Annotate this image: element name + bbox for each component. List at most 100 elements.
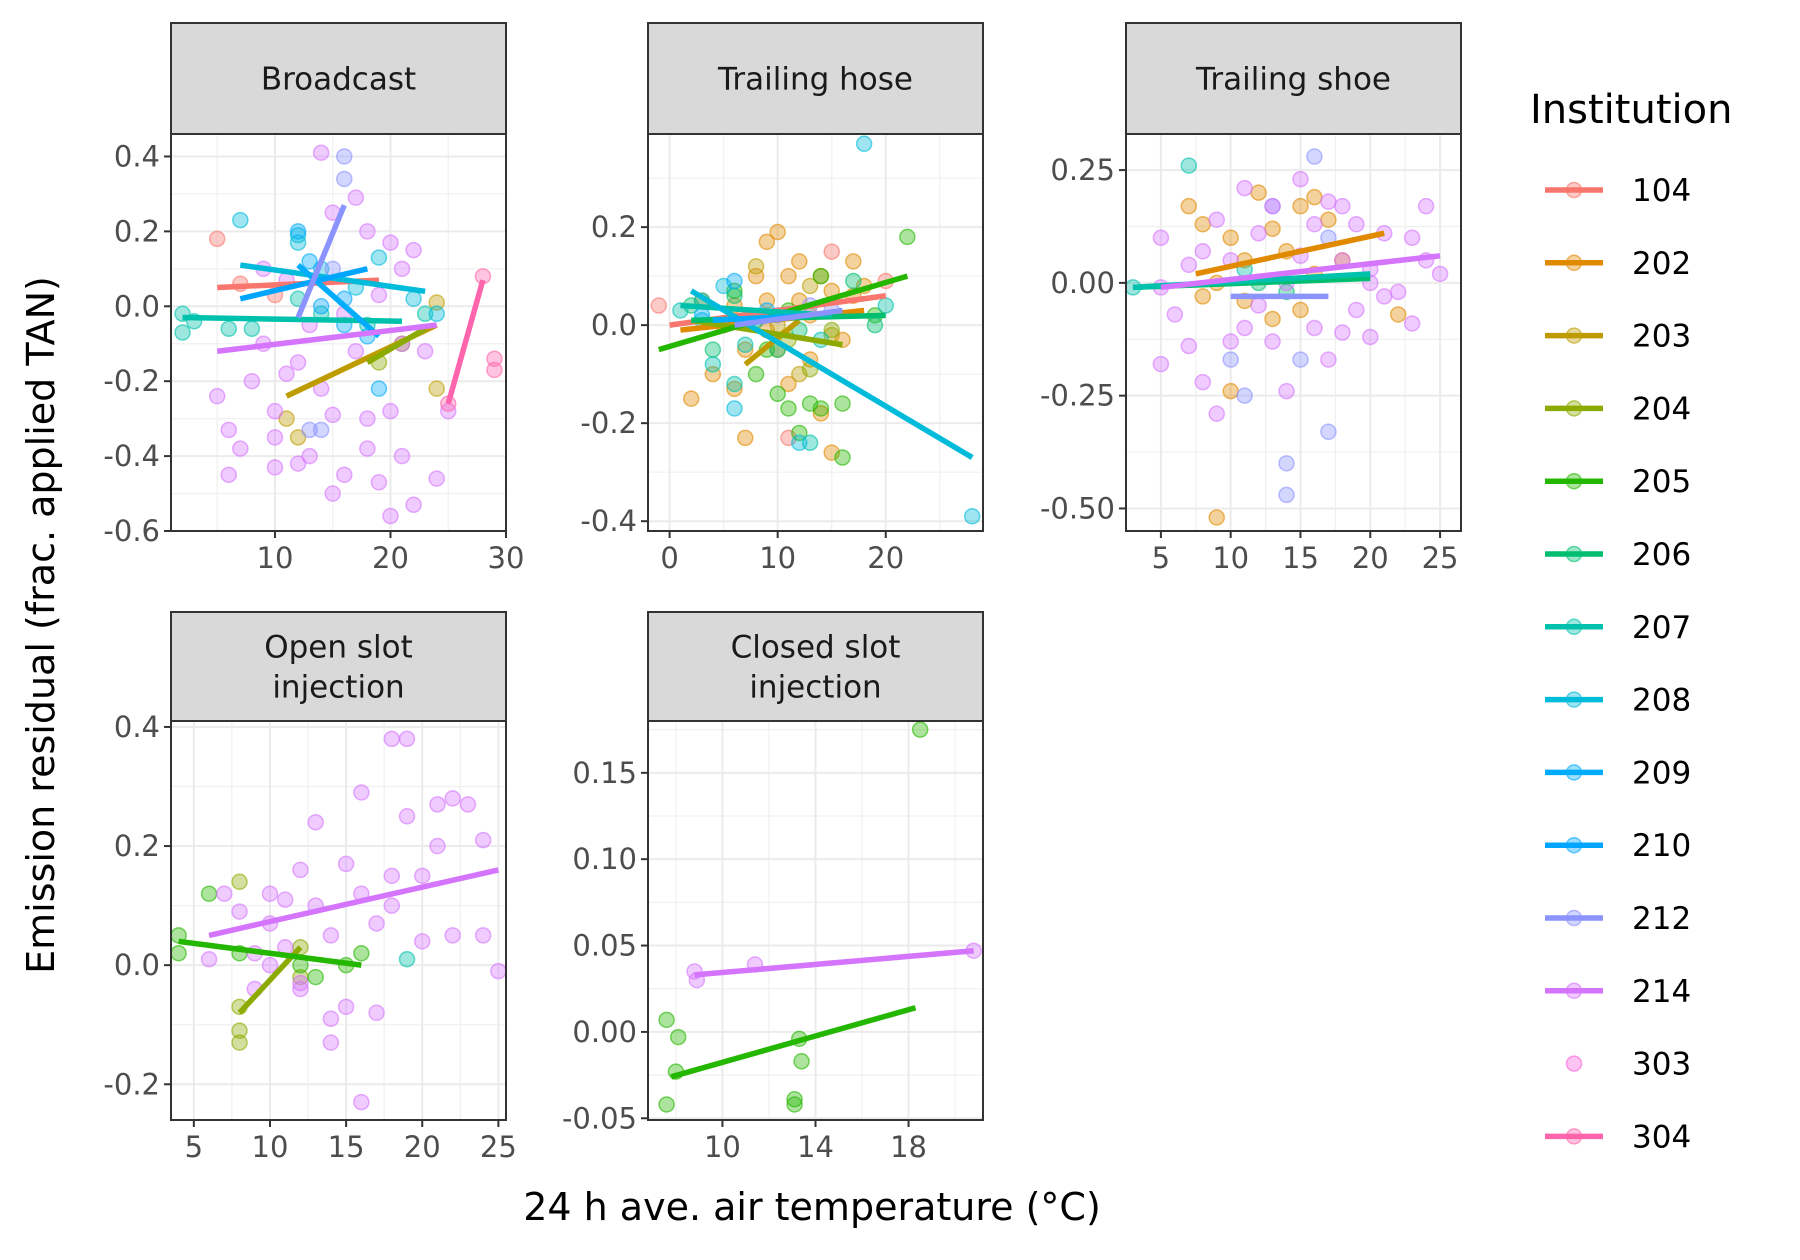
data-point-205 bbox=[658, 1096, 675, 1113]
x-tick-label: 20 bbox=[1352, 541, 1389, 575]
data-point-208 bbox=[791, 434, 808, 452]
data-point-214 bbox=[337, 998, 355, 1016]
legend-key-point bbox=[1565, 400, 1583, 417]
data-point-205 bbox=[171, 945, 187, 962]
data-point-214 bbox=[261, 885, 279, 902]
data-point-202 bbox=[1264, 310, 1281, 328]
data-point-214 bbox=[383, 897, 401, 914]
facet-strip bbox=[1125, 22, 1462, 135]
panel-border bbox=[1125, 133, 1462, 532]
y-tick-label: -0.4 bbox=[103, 439, 160, 473]
data-point-214 bbox=[266, 402, 284, 420]
facet-strip bbox=[647, 611, 984, 722]
data-point-104 bbox=[650, 297, 668, 314]
x-tick-label: 10 bbox=[759, 541, 796, 575]
legend-key-point bbox=[1565, 181, 1583, 199]
data-point-204 bbox=[231, 1034, 248, 1051]
data-point-214 bbox=[1348, 215, 1365, 233]
x-tick-label: 10 bbox=[704, 1130, 741, 1164]
data-point-210 bbox=[312, 298, 330, 315]
data-point-214 bbox=[1180, 256, 1198, 274]
y-tick-label: -0.2 bbox=[103, 1067, 160, 1101]
legend-key-point bbox=[1565, 618, 1583, 636]
legend-title: Institution bbox=[1530, 87, 1732, 133]
data-point-205 bbox=[769, 385, 786, 403]
data-point-207 bbox=[243, 320, 261, 338]
data-point-214 bbox=[292, 861, 309, 879]
legend-item-209: 209 bbox=[1545, 755, 1691, 791]
data-point-214 bbox=[474, 927, 492, 944]
data-point-214 bbox=[1334, 197, 1351, 215]
data-point-214 bbox=[336, 466, 353, 484]
facet-strip-label: Closed slot bbox=[731, 630, 901, 666]
data-point-214 bbox=[1180, 337, 1198, 355]
data-point-214 bbox=[1236, 179, 1253, 197]
data-point-207 bbox=[704, 356, 722, 373]
data-point-214 bbox=[1403, 315, 1421, 332]
facet-strip-label: injection bbox=[749, 670, 881, 706]
fit-line-214 bbox=[216, 322, 438, 354]
fit-line-212 bbox=[295, 204, 347, 319]
y-tick-label: 0.25 bbox=[1050, 153, 1115, 187]
data-point-214 bbox=[322, 1010, 340, 1028]
facet-1: Broadcast 10 20 30 -0.6 -0.4 -0.2 0.0 0.2 0.4 bbox=[103, 22, 524, 575]
legend-key-point bbox=[1565, 764, 1583, 781]
data-point-214 bbox=[398, 808, 416, 825]
x-tick-label: 20 bbox=[372, 541, 409, 575]
data-point-214 bbox=[324, 406, 341, 424]
fit-line-304 bbox=[445, 279, 486, 405]
fit-line-214 bbox=[1160, 253, 1441, 291]
facet-strip bbox=[170, 611, 507, 722]
data-point-202 bbox=[769, 223, 786, 241]
y-tick-label: -0.2 bbox=[580, 406, 637, 440]
y-tick-label: -0.05 bbox=[562, 1101, 637, 1135]
panel-border bbox=[170, 133, 507, 532]
data-point-214 bbox=[1264, 333, 1281, 350]
data-point-214 bbox=[200, 950, 218, 968]
fit-line-212 bbox=[734, 307, 843, 328]
fit-line-202 bbox=[1195, 230, 1385, 277]
data-point-202 bbox=[1264, 220, 1281, 237]
data-point-214 bbox=[368, 1004, 385, 1022]
data-point-214 bbox=[370, 474, 388, 491]
fit-line-207 bbox=[182, 314, 403, 325]
y-tick-label: -0.2 bbox=[103, 364, 160, 398]
legend-label: 208 bbox=[1632, 683, 1691, 719]
data-point-212 bbox=[1306, 148, 1323, 165]
data-point-203 bbox=[747, 258, 765, 275]
data-point-202 bbox=[1306, 188, 1323, 206]
legend-item-203: 203 bbox=[1545, 319, 1691, 355]
data-point-214 bbox=[347, 342, 365, 360]
x-tick-label: 5 bbox=[185, 1130, 203, 1164]
data-point-214 bbox=[416, 342, 434, 360]
data-point-212 bbox=[1222, 351, 1239, 368]
x-tick-label: 25 bbox=[480, 1130, 517, 1164]
data-point-214 bbox=[289, 354, 307, 371]
data-point-212 bbox=[301, 421, 318, 439]
legend-key-point bbox=[1565, 909, 1583, 927]
data-point-104 bbox=[823, 243, 840, 260]
data-point-208 bbox=[289, 234, 307, 251]
y-tick-label: 0.05 bbox=[572, 929, 637, 963]
legend-item-214: 214 bbox=[1545, 974, 1691, 1010]
x-tick-label: 20 bbox=[867, 541, 904, 575]
data-point-202 bbox=[791, 253, 808, 270]
legend-key-point bbox=[1565, 327, 1583, 344]
data-point-214 bbox=[1166, 306, 1184, 323]
data-point-214 bbox=[1334, 324, 1351, 341]
x-tick-label: 0 bbox=[660, 541, 678, 575]
data-point-214 bbox=[322, 927, 340, 944]
data-point-208 bbox=[963, 508, 981, 525]
data-point-208 bbox=[855, 135, 873, 153]
data-point-205 bbox=[786, 1091, 803, 1108]
data-point-214 bbox=[405, 241, 422, 259]
x-tick-label: 10 bbox=[252, 1130, 289, 1164]
panel-border bbox=[170, 720, 507, 1121]
data-point-205 bbox=[307, 968, 324, 986]
data-point-214 bbox=[490, 962, 506, 980]
data-point-208 bbox=[232, 211, 249, 229]
data-point-207 bbox=[174, 324, 191, 341]
fit-line-209 bbox=[296, 263, 381, 339]
data-point-203 bbox=[289, 429, 307, 446]
data-point-104 bbox=[208, 230, 226, 248]
